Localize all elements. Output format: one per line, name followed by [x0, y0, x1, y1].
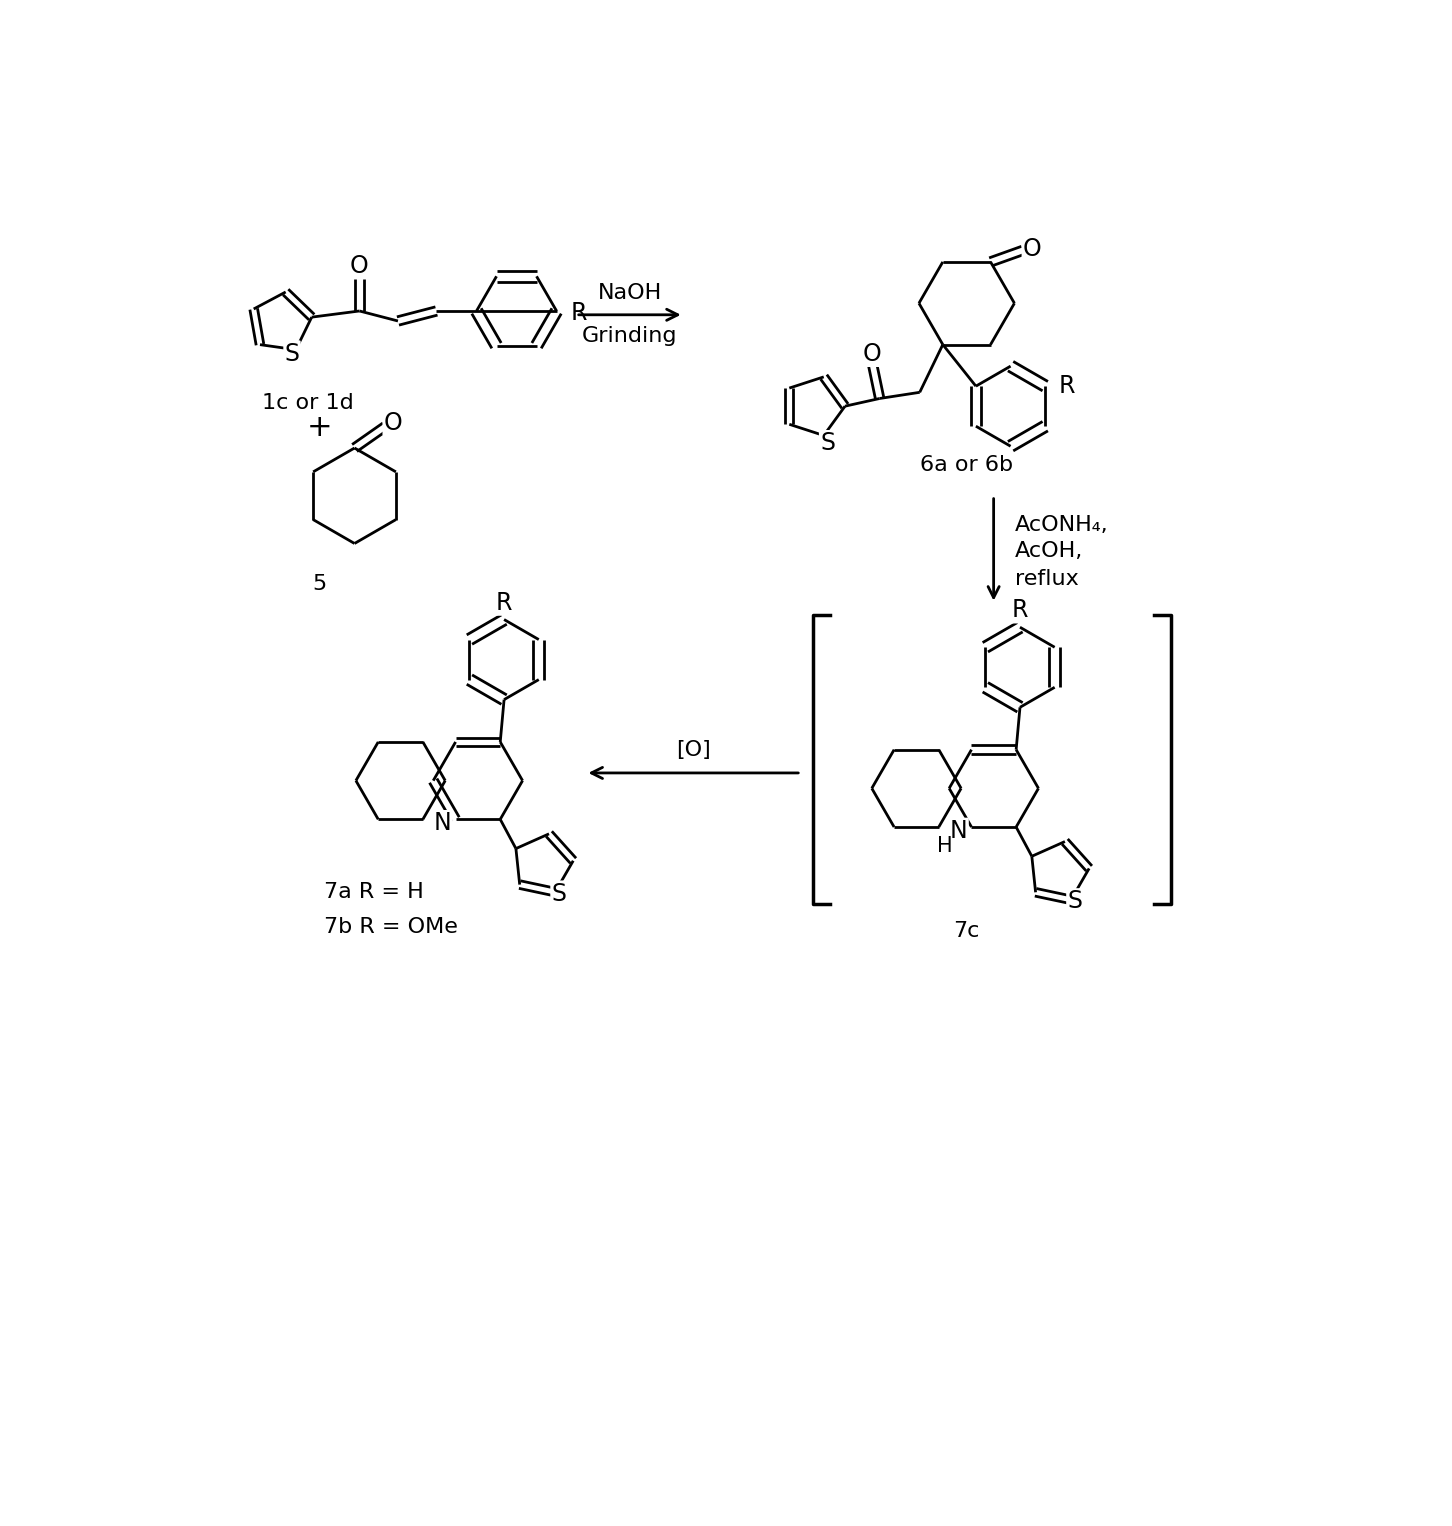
Text: 1c or 1d: 1c or 1d: [263, 394, 354, 414]
Text: O: O: [350, 255, 369, 278]
Text: 7c: 7c: [954, 920, 980, 942]
Text: R: R: [1059, 374, 1076, 398]
Text: S: S: [552, 882, 566, 905]
Text: Grinding: Grinding: [582, 327, 678, 346]
Text: [O]: [O]: [677, 740, 710, 760]
Text: S: S: [820, 432, 835, 455]
Text: S: S: [285, 342, 299, 366]
Text: S: S: [1067, 890, 1082, 914]
Text: AcONH₄,: AcONH₄,: [1015, 514, 1109, 536]
Text: O: O: [383, 410, 402, 435]
Text: O: O: [1022, 237, 1041, 261]
Text: H: H: [937, 836, 953, 856]
Text: R: R: [495, 591, 513, 615]
Text: R: R: [1012, 598, 1028, 623]
Text: +: +: [306, 414, 333, 443]
Text: 7a R = H: 7a R = H: [324, 882, 424, 902]
Text: NaOH: NaOH: [598, 284, 662, 304]
Text: 7b R = OMe: 7b R = OMe: [324, 917, 457, 937]
Text: N: N: [950, 819, 967, 842]
Text: 5: 5: [312, 574, 327, 594]
Text: reflux: reflux: [1015, 569, 1079, 589]
Text: O: O: [862, 342, 881, 366]
Text: 6a or 6b: 6a or 6b: [921, 455, 1013, 475]
Text: AcOH,: AcOH,: [1015, 542, 1083, 562]
Text: N: N: [434, 812, 452, 835]
Text: R: R: [571, 301, 587, 325]
